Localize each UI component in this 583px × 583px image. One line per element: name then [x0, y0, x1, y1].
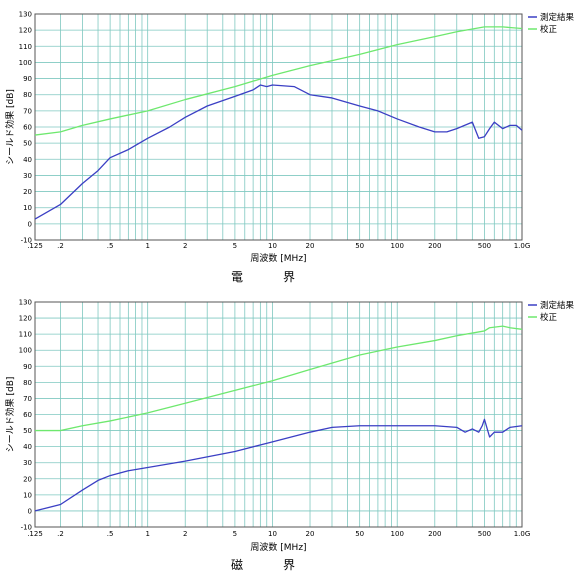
y-tick-label: 10: [23, 491, 32, 499]
x-tick-label: 1.0G: [514, 242, 531, 250]
y-tick-label: 90: [23, 75, 32, 83]
y-tick-label: 80: [23, 379, 32, 387]
plot-frame: [34, 301, 523, 528]
x-tick-label: .5: [107, 530, 114, 538]
x-tick-label: 200: [428, 242, 441, 250]
y-tick-label: 100: [19, 347, 32, 355]
y-tick-label: 20: [23, 188, 32, 196]
series-line-2: [35, 325, 523, 432]
legend-entry: 測定結果: [540, 12, 575, 23]
x-tick-label: 10: [268, 530, 277, 538]
x-tick-label: 5: [233, 242, 237, 250]
series-line-1: [34, 84, 523, 220]
x-axis-label: 周波数 [MHz]: [250, 252, 306, 264]
y-tick-label: 30: [23, 459, 32, 467]
y-tick-label: -10: [21, 524, 32, 532]
x-tick-label: 1: [145, 242, 149, 250]
y-tick-label: 110: [19, 43, 32, 51]
x-tick-label: 50: [355, 530, 364, 538]
x-tick-label: 2: [183, 242, 187, 250]
y-tick-label: 120: [19, 27, 32, 35]
chart-2: 1301201101009080706050403020100-10.125.2…: [4, 299, 575, 573]
plot-frame: [34, 13, 523, 241]
x-tick-label: 500: [478, 242, 491, 250]
y-tick-label: 50: [23, 427, 32, 435]
x-tick-label: 100: [391, 530, 404, 538]
y-tick-label: -10: [21, 237, 32, 245]
y-tick-label: 60: [23, 124, 32, 132]
x-tick-label: 50: [355, 242, 364, 250]
x-tick-label: 20: [306, 242, 315, 250]
x-tick-label: 20: [306, 530, 315, 538]
x-tick-label: 100: [391, 242, 404, 250]
y-tick-label: 70: [23, 395, 32, 403]
x-tick-label: .125: [27, 530, 43, 538]
y-tick-label: 100: [19, 59, 32, 67]
y-tick-label: 40: [23, 156, 32, 164]
x-tick-label: .5: [107, 242, 114, 250]
x-tick-label: .125: [27, 242, 43, 250]
chart-caption: 磁 界: [231, 557, 309, 572]
chart-caption: 電 界: [231, 270, 309, 284]
y-tick-label: 0: [28, 220, 32, 228]
y-tick-label: 130: [19, 11, 32, 19]
x-tick-label: 1: [145, 530, 149, 538]
series-line-1: [34, 418, 523, 512]
y-axis-label: シールド効果 [dB]: [4, 377, 16, 453]
y-tick-label: 0: [28, 507, 32, 515]
x-tick-label: .2: [57, 242, 64, 250]
x-tick-label: 2: [183, 530, 187, 538]
x-axis-label: 周波数 [MHz]: [250, 541, 306, 553]
y-tick-label: 20: [23, 475, 32, 483]
y-tick-label: 70: [23, 107, 32, 115]
x-tick-label: 10: [268, 242, 277, 250]
x-tick-label: 200: [428, 530, 441, 538]
y-tick-label: 90: [23, 363, 32, 371]
y-tick-label: 30: [23, 172, 32, 180]
x-tick-label: 500: [478, 530, 491, 538]
legend-entry: 測定結果: [540, 300, 575, 311]
y-axis-label: シールド効果 [dB]: [4, 89, 16, 165]
legend-entry: 校正: [540, 312, 558, 323]
y-tick-label: 80: [23, 91, 32, 99]
y-tick-label: 110: [19, 331, 32, 339]
y-tick-label: 40: [23, 443, 32, 451]
chart-1: 1301201101009080706050403020100-10.125.2…: [4, 11, 575, 285]
y-tick-label: 60: [23, 411, 32, 419]
y-tick-label: 120: [19, 315, 32, 323]
y-tick-label: 50: [23, 140, 32, 148]
legend-entry: 校正: [540, 24, 558, 35]
x-tick-label: 5: [233, 530, 237, 538]
series-line-2: [34, 26, 523, 136]
x-tick-label: 1.0G: [514, 530, 531, 538]
x-tick-label: .2: [57, 530, 64, 538]
y-tick-label: 10: [23, 204, 32, 212]
y-tick-label: 130: [19, 299, 32, 307]
